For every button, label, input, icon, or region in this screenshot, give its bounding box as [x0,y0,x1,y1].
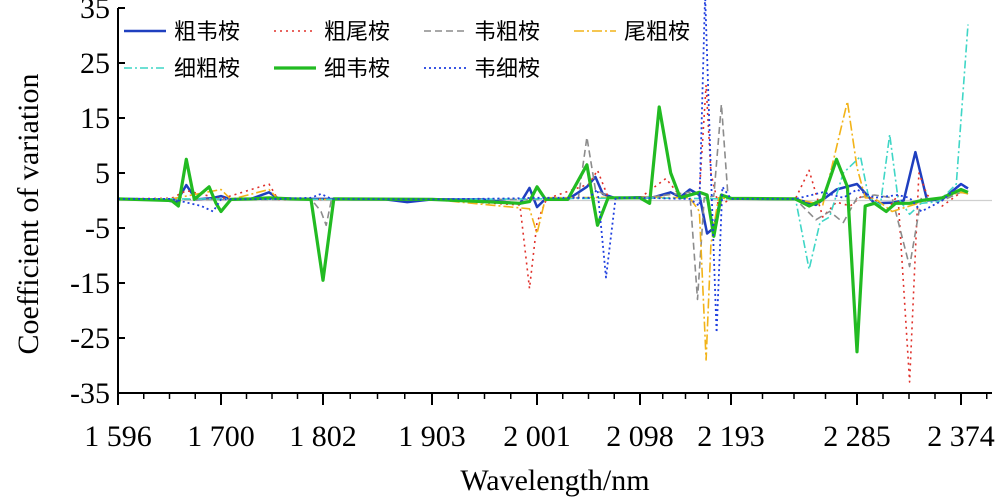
legend-label-6: 细韦桉 [324,57,390,82]
x-tick-label: 2 285 [823,420,891,453]
y-tick-label: -5 [85,212,110,245]
legend-label-5: 细粗桉 [174,57,240,82]
legend-label-4: 尾粗桉 [624,20,690,45]
x-axis-title: Wavelength/nm [460,464,649,497]
series-line-5 [118,24,969,271]
series-line-4 [118,100,969,361]
plot-lines [117,0,992,383]
x-tick-label: 2 374 [927,420,995,453]
series-line-6 [117,105,969,354]
legend-label-2: 粗尾桉 [324,20,390,45]
x-tick-label: 1 802 [289,420,357,453]
x-tick-label: 1 700 [187,420,255,453]
legend-label-1: 粗韦桉 [174,20,240,45]
y-tick-label: -15 [70,267,110,300]
legend-label-3: 韦粗桉 [474,20,540,45]
y-tick-label: -35 [70,377,110,410]
x-tick-label: 1 903 [398,420,466,453]
y-tick-label: 15 [80,102,110,135]
y-axis-title: Coefficient of variation [12,73,45,354]
y-tick-label: 35 [80,0,110,25]
y-tick-label: -25 [70,322,110,355]
x-tick-label: 1 596 [84,420,152,453]
x-tick-label: 2 098 [606,420,674,453]
y-tick-label: 5 [95,157,110,190]
series-line-7 [118,0,969,334]
y-tick-label: 25 [80,47,110,80]
axes: 35 25 15 5 -5 -15 -25 -35 1 596 1 700 1 802 1 903 2 … [70,0,995,453]
x-tick-label: 2 001 [503,420,571,453]
series-line-1 [117,150,969,235]
legend-label-7: 韦细桉 [474,57,540,82]
x-tick-label: 2 193 [697,420,765,453]
